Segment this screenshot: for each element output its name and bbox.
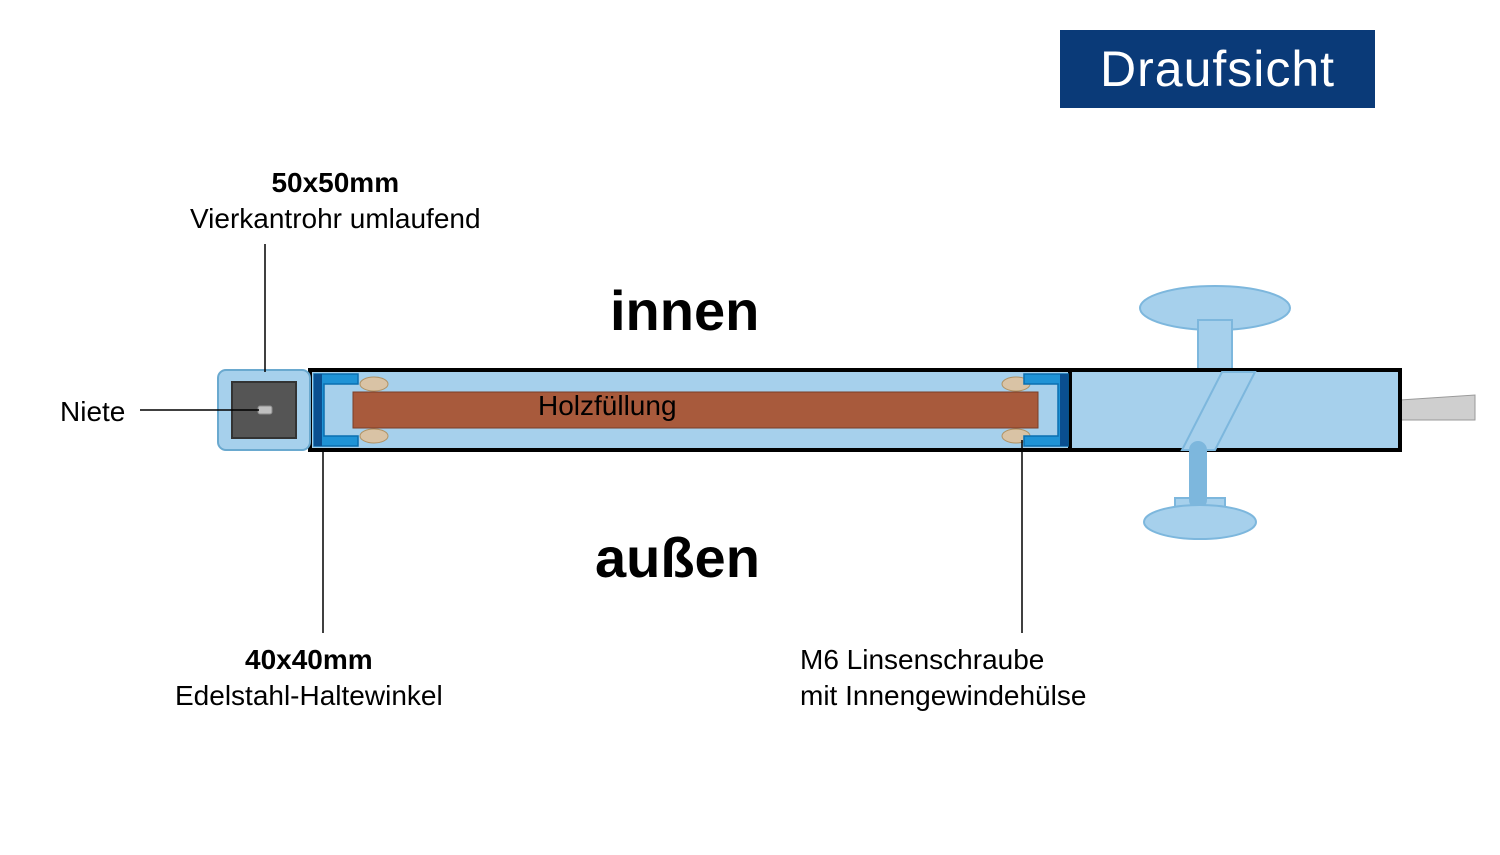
label-holz-text: Holzfüllung — [538, 390, 677, 421]
label-schraube-l1: M6 Linsenschraube — [800, 644, 1044, 675]
screw-left-top — [360, 377, 388, 391]
hinge-shaft-top — [1198, 320, 1232, 372]
label-haltewinkel: 40x40mm Edelstahl-Haltewinkel — [175, 642, 443, 715]
label-niete: Niete — [60, 394, 125, 430]
bracket-right-edge — [1060, 374, 1068, 446]
bracket-left-edge — [314, 374, 322, 446]
label-haltewinkel-rest: Edelstahl-Haltewinkel — [175, 680, 443, 711]
label-innen: innen — [610, 278, 759, 343]
label-schraube-l2: mit Innengewindehülse — [800, 680, 1086, 711]
label-innen-text: innen — [610, 279, 759, 342]
latch-tail — [1400, 395, 1475, 420]
label-vierkant: 50x50mm Vierkantrohr umlaufend — [190, 165, 481, 238]
label-niete-text: Niete — [60, 396, 125, 427]
screw-left-bot — [360, 429, 388, 443]
label-haltewinkel-bold: 40x40mm — [245, 644, 373, 675]
hinge-bottom-plate — [1144, 505, 1256, 539]
wood-fill — [353, 392, 1038, 428]
diagram-svg — [0, 0, 1500, 855]
label-holz: Holzfüllung — [538, 390, 677, 422]
label-aussen: außen — [595, 525, 760, 590]
label-vierkant-bold: 50x50mm — [271, 167, 399, 198]
label-aussen-text: außen — [595, 526, 760, 589]
label-vierkant-rest: Vierkantrohr umlaufend — [190, 203, 481, 234]
rivet — [258, 406, 272, 414]
label-schraube: M6 Linsenschraube mit Innengewindehülse — [800, 642, 1086, 715]
